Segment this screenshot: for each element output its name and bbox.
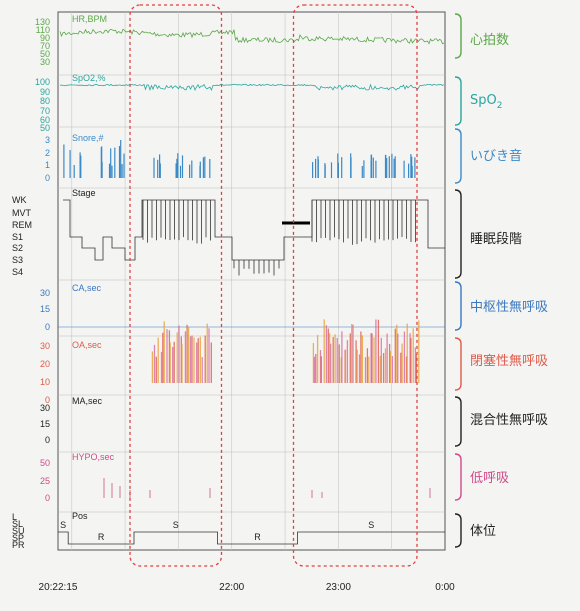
y-tick-label: 110 — [36, 25, 50, 35]
y-tick-label: 30 — [40, 288, 50, 298]
y-tick-label: 3 — [45, 135, 50, 145]
y-tick-label: 30 — [40, 341, 50, 351]
y-tick-label: SL — [12, 519, 23, 529]
position-segment-label: S — [368, 520, 374, 530]
position-segment-label: R — [98, 532, 105, 542]
y-tick-label: WK — [12, 195, 27, 205]
panel-label: 睡眠段階 — [470, 232, 522, 247]
panel-bracket — [454, 189, 462, 279]
y-tick-label: 1 — [45, 160, 50, 170]
panel-label: 閉塞性無呼吸 — [470, 353, 548, 369]
highlight-box-0 — [129, 4, 223, 567]
panel-name: Stage — [72, 188, 96, 198]
y-tick-label: 0 — [45, 435, 50, 445]
y-tick-label: 20 — [40, 359, 50, 369]
y-tick-label: 70 — [40, 41, 50, 51]
panel-label: いびき音 — [470, 148, 522, 164]
y-tick-label: 60 — [40, 115, 50, 125]
y-tick-label: 0 — [45, 493, 50, 503]
panel-label: 混合性無呼吸 — [470, 413, 548, 428]
y-tick-label: 90 — [40, 33, 50, 43]
y-tick-label: 130 — [35, 17, 50, 27]
y-tick-label: 50 — [40, 458, 50, 468]
y-tick-label: 80 — [40, 96, 50, 106]
x-tick-label: 22:00 — [219, 582, 244, 593]
panel-bracket — [454, 513, 462, 548]
y-tick-label: REM — [12, 220, 32, 230]
y-tick-label: 70 — [40, 106, 50, 116]
y-tick-label: MVT — [12, 208, 32, 218]
panel-name: Pos — [72, 511, 88, 521]
position-segment-label: R — [254, 532, 261, 542]
panel-bracket — [454, 76, 462, 126]
x-tick-label: 20:22:15 — [39, 582, 78, 593]
y-tick-label: S3 — [12, 255, 23, 265]
y-tick-label: 30 — [40, 57, 50, 67]
panel-name: MA,sec — [72, 396, 103, 406]
panel-label: SpO2 — [470, 93, 502, 111]
x-tick-label: 23:00 — [326, 582, 351, 593]
panel-name: HR,BPM — [72, 14, 107, 24]
panel-name: CA,sec — [72, 283, 102, 293]
subscript-2: 2 — [497, 101, 503, 111]
panel-label: 低呼吸 — [470, 471, 509, 486]
position-segment-label: S — [60, 520, 66, 530]
y-tick-label: 10 — [40, 377, 50, 387]
y-tick-label: 25 — [40, 476, 50, 486]
panel-bracket — [454, 128, 462, 184]
y-tick-label: 0 — [45, 322, 50, 332]
y-tick-label: 2 — [45, 148, 50, 158]
panel-name: HYPO,sec — [72, 452, 115, 462]
panel-bracket — [454, 281, 462, 331]
x-tick-label: 0:00 — [435, 582, 455, 593]
hr-trace — [59, 28, 445, 45]
position-line — [58, 531, 445, 545]
panel-bracket — [454, 453, 462, 501]
y-tick-label: PR — [12, 540, 25, 550]
y-tick-label: 100 — [35, 77, 50, 87]
panel-name: OA,sec — [72, 340, 102, 350]
plot-frame — [57, 11, 446, 551]
y-tick-label: 30 — [40, 403, 50, 413]
panel-bracket — [454, 13, 462, 59]
y-tick-label: S4 — [12, 267, 23, 277]
spo2-trace — [59, 83, 445, 92]
panel-label: 心拍数 — [470, 33, 509, 48]
panel-label: 体位 — [470, 524, 496, 539]
panel-bracket — [454, 337, 462, 391]
y-tick-label: L — [12, 512, 17, 522]
panel-label: 中枢性無呼吸 — [470, 300, 548, 315]
y-tick-label: 15 — [40, 304, 50, 314]
y-tick-label: 15 — [40, 419, 50, 429]
y-tick-label: SU — [12, 526, 25, 536]
panel-name: Snore,# — [72, 133, 104, 143]
y-tick-label: 0 — [45, 395, 50, 405]
y-tick-label: 0 — [45, 173, 50, 183]
y-tick-label: S2 — [12, 243, 23, 253]
y-tick-label: 50 — [40, 49, 50, 59]
position-segment-label: S — [173, 520, 179, 530]
y-tick-label: SP — [12, 533, 24, 543]
y-tick-label: 50 — [40, 123, 50, 133]
panel-name: SpO2,% — [72, 73, 106, 83]
hypnogram-line — [63, 199, 445, 261]
highlight-box-1 — [292, 4, 418, 567]
y-tick-label: S1 — [12, 232, 23, 242]
y-tick-label: 90 — [40, 87, 50, 97]
panel-bracket — [454, 396, 462, 447]
